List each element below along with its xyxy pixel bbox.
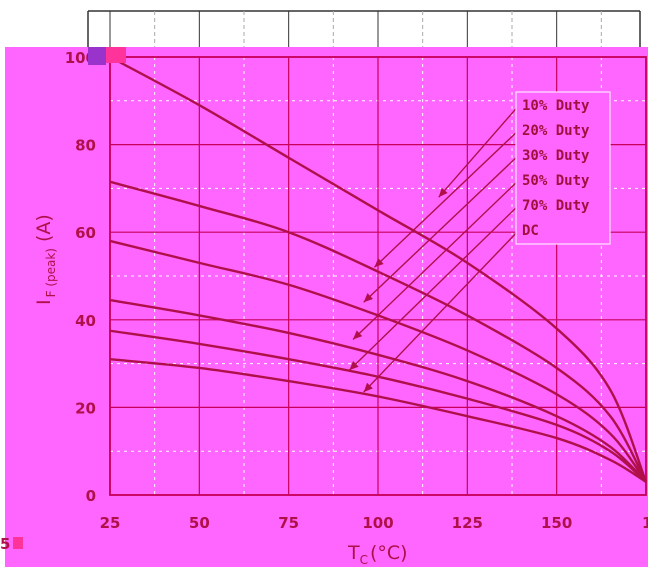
legend-box [516, 92, 610, 244]
x-tick-label: 100 [362, 514, 393, 532]
x-tick-label: 75 [278, 514, 299, 532]
legend-label: 20% Duty [522, 123, 590, 139]
x-tick-label: 25 [100, 514, 121, 532]
x-axis-title: TC (°C) [347, 542, 408, 567]
legend: 10% Duty 20% Duty 30% Duty 50% Duty 70% Duty… [516, 92, 610, 244]
y-tick-label: 20 [75, 399, 96, 417]
corner-artifact-2 [106, 47, 126, 63]
legend-label: 50% Duty [522, 173, 590, 189]
y-tick-label: 0 [86, 487, 96, 505]
left-fragment: 5 [0, 535, 10, 553]
x-axis-title-sub: C [360, 553, 368, 567]
legend-label: DC [522, 223, 539, 239]
y-axis-title-sub: F (peak) [44, 248, 58, 297]
top-frame-strip [88, 11, 640, 47]
y-axis-title-unit: (A) [33, 214, 55, 242]
legend-label: 10% Duty [522, 98, 590, 114]
x-axis-title-unit: (°C) [370, 542, 408, 564]
y-tick-label: 40 [75, 312, 96, 330]
x-tick-label: 1 [642, 514, 648, 532]
y-tick-label: 80 [75, 137, 96, 155]
legend-label: 30% Duty [522, 148, 590, 164]
x-axis-title-main: T [347, 542, 360, 564]
y-axis-title-main: I [33, 299, 55, 305]
y-tick-label: 60 [75, 224, 96, 242]
x-tick-label: 150 [541, 514, 572, 532]
left-fragment-mark [13, 537, 23, 549]
corner-artifact [88, 47, 106, 65]
x-tick-label: 50 [189, 514, 210, 532]
x-tick-label: 125 [452, 514, 483, 532]
legend-label: 70% Duty [522, 198, 590, 214]
